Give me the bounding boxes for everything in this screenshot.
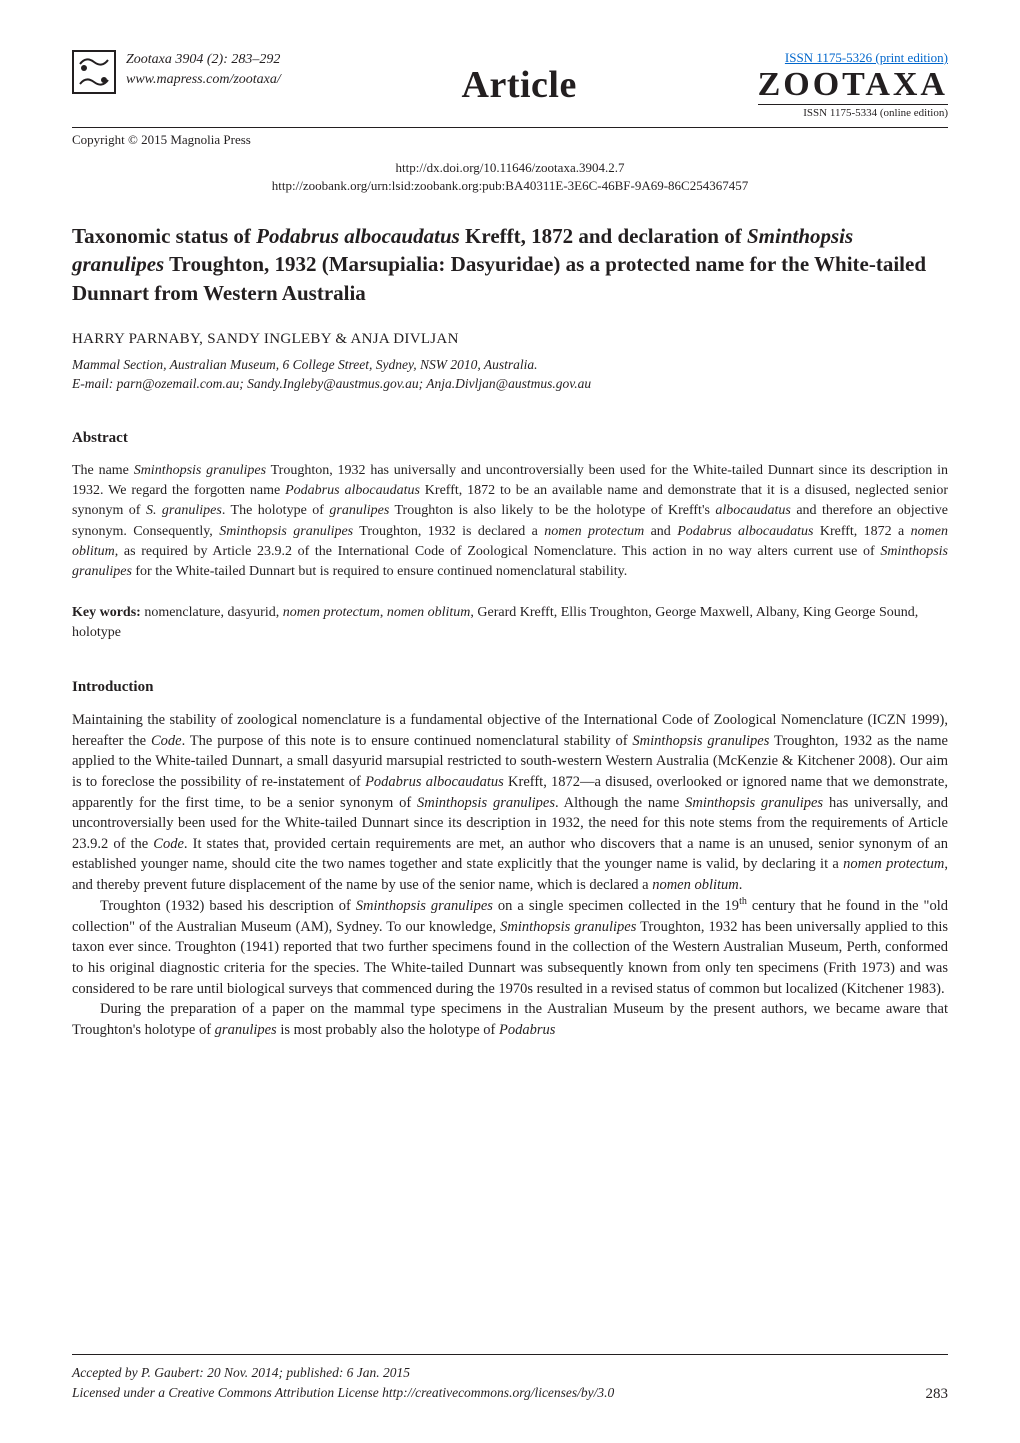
title-italic-1: Podabrus albocaudatus <box>256 224 460 248</box>
journal-url-link[interactable]: www.mapress.com/zootaxa/ <box>126 72 281 87</box>
affiliation-line2: E-mail: parn@ozemail.com.au; Sandy.Ingle… <box>72 375 948 394</box>
title-part-3: Troughton, 1932 (Marsupialia: Dasyuridae… <box>72 252 926 304</box>
header-center: Article <box>462 63 577 107</box>
title-part-1: Taxonomic status of <box>72 224 256 248</box>
keywords: Key words: nomenclature, dasyurid, nomen… <box>72 603 948 644</box>
abstract-heading: Abstract <box>72 430 948 447</box>
accepted-date: Accepted by P. Gaubert: 20 Nov. 2014; pu… <box>72 1363 614 1383</box>
zootaxa-logo: ZOOTAXA <box>758 68 948 102</box>
footer-left: Accepted by P. Gaubert: 20 Nov. 2014; pu… <box>72 1363 614 1404</box>
header-left: Zootaxa 3904 (2): 283–292 www.mapress.co… <box>72 50 281 94</box>
intro-para-2: Troughton (1932) based his description o… <box>72 895 948 999</box>
affiliation-line1: Mammal Section, Australian Museum, 6 Col… <box>72 356 948 375</box>
footer-row: Accepted by P. Gaubert: 20 Nov. 2014; pu… <box>72 1354 948 1404</box>
intro-para-3: During the preparation of a paper on the… <box>72 999 948 1040</box>
affiliation: Mammal Section, Australian Museum, 6 Col… <box>72 356 948 394</box>
paper-title: Taxonomic status of Podabrus albocaudatu… <box>72 222 948 307</box>
abstract-text: The name Sminthopsis granulipes Troughto… <box>72 461 948 583</box>
issn-print[interactable]: ISSN 1175-5326 (print edition) <box>758 50 948 66</box>
issn-online: ISSN 1175-5334 (online edition) <box>758 104 948 119</box>
keywords-label: Key words: <box>72 605 141 620</box>
zoobank-link[interactable]: http://zoobank.org/urn:lsid:zoobank.org:… <box>72 178 948 194</box>
article-label: Article <box>462 63 577 107</box>
license-text: Licensed under a Creative Commons Attrib… <box>72 1383 614 1403</box>
authors: HARRY PARNABY, SANDY INGLEBY & ANJA DIVL… <box>72 331 948 348</box>
journal-logo-icon <box>72 50 116 94</box>
copyright-row: Copyright © 2015 Magnolia Press <box>72 127 948 148</box>
doi-links: http://dx.doi.org/10.11646/zootaxa.3904.… <box>72 160 948 194</box>
journal-meta: Zootaxa 3904 (2): 283–292 www.mapress.co… <box>126 50 281 89</box>
header-right: ISSN 1175-5326 (print edition) ZOOTAXA I… <box>758 50 948 119</box>
header-row: Zootaxa 3904 (2): 283–292 www.mapress.co… <box>72 50 948 119</box>
intro-para-1: Maintaining the stability of zoological … <box>72 710 948 895</box>
introduction-heading: Introduction <box>72 679 948 696</box>
copyright-text: Copyright © 2015 Magnolia Press <box>72 132 251 148</box>
journal-reference: Zootaxa 3904 (2): 283–292 <box>126 50 281 70</box>
title-part-2: Krefft, 1872 and declaration of <box>460 224 747 248</box>
introduction-block: Maintaining the stability of zoological … <box>72 710 948 1040</box>
doi-link[interactable]: http://dx.doi.org/10.11646/zootaxa.3904.… <box>72 160 948 176</box>
keywords-text: nomenclature, dasyurid, nomen protectum,… <box>72 605 918 640</box>
page-number: 283 <box>926 1386 949 1403</box>
